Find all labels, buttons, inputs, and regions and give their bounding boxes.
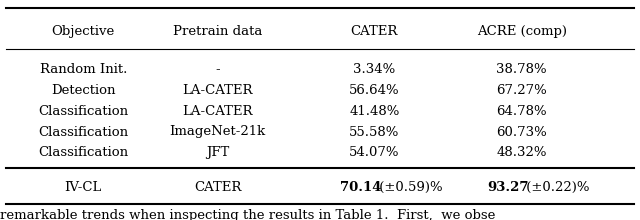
Text: 38.78%: 38.78% (496, 63, 547, 76)
Text: Classification: Classification (38, 146, 128, 160)
Text: JFT: JFT (206, 146, 229, 160)
Text: LA-CATER: LA-CATER (182, 104, 253, 118)
Text: 67.27%: 67.27% (496, 84, 547, 97)
Text: Classification: Classification (38, 104, 128, 118)
Text: Pretrain data: Pretrain data (173, 25, 262, 38)
Text: 3.34%: 3.34% (353, 63, 396, 76)
Text: 48.32%: 48.32% (497, 146, 547, 160)
Text: 70.14: 70.14 (340, 180, 381, 194)
Text: -: - (215, 63, 220, 76)
Text: 93.27: 93.27 (487, 180, 528, 194)
Text: IV-CL: IV-CL (65, 180, 102, 194)
Text: ACRE (comp): ACRE (comp) (477, 25, 566, 38)
Text: Detection: Detection (51, 84, 115, 97)
Text: Objective: Objective (52, 25, 115, 38)
Text: ImageNet-21k: ImageNet-21k (170, 125, 266, 139)
Text: CATER: CATER (194, 180, 241, 194)
Text: 55.58%: 55.58% (349, 125, 399, 139)
Text: 60.73%: 60.73% (496, 125, 547, 139)
Text: (±0.22)%: (±0.22)% (522, 180, 589, 194)
Text: LA-CATER: LA-CATER (182, 84, 253, 97)
Text: Random Init.: Random Init. (40, 63, 127, 76)
Text: CATER: CATER (351, 25, 398, 38)
Text: remarkable trends when inspecting the results in Table 1.  First,  we obse: remarkable trends when inspecting the re… (0, 209, 495, 220)
Text: Classification: Classification (38, 125, 128, 139)
Text: 56.64%: 56.64% (349, 84, 400, 97)
Text: 54.07%: 54.07% (349, 146, 399, 160)
Text: 41.48%: 41.48% (349, 104, 399, 118)
Text: (±0.59)%: (±0.59)% (374, 180, 442, 194)
Text: 64.78%: 64.78% (496, 104, 547, 118)
